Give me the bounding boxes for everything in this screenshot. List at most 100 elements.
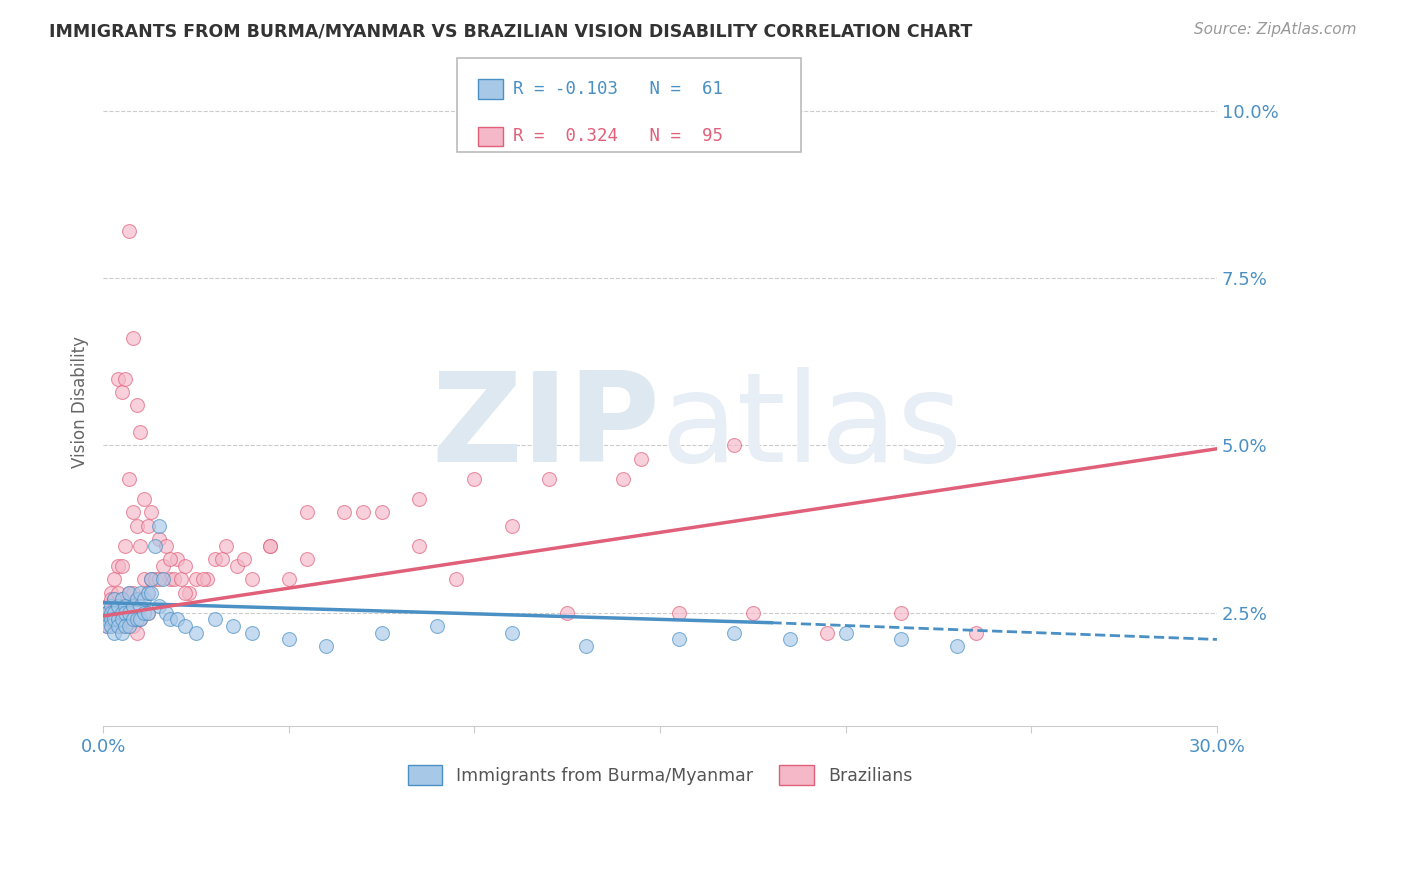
- Point: [96, 619, 118, 633]
- Text: IMMIGRANTS FROM BURMA/MYANMAR VS BRAZILIAN VISION DISABILITY CORRELATION CHART: IMMIGRANTS FROM BURMA/MYANMAR VS BRAZILI…: [49, 22, 973, 40]
- Point: [779, 632, 801, 647]
- Point: [118, 606, 141, 620]
- Point: [132, 606, 155, 620]
- Point: [100, 585, 122, 599]
- Point: [148, 532, 170, 546]
- Point: [129, 539, 152, 553]
- Point: [107, 619, 129, 633]
- Point: [297, 552, 319, 566]
- Point: [315, 639, 337, 653]
- Point: [100, 619, 122, 633]
- Point: [148, 572, 170, 586]
- Point: [143, 539, 166, 553]
- Point: [111, 592, 134, 607]
- Point: [100, 612, 122, 626]
- Point: [114, 599, 136, 613]
- Point: [125, 592, 148, 607]
- Point: [159, 612, 181, 626]
- Point: [815, 625, 838, 640]
- Point: [107, 612, 129, 626]
- Point: [111, 625, 134, 640]
- Point: [148, 518, 170, 533]
- Point: [163, 572, 186, 586]
- Point: [240, 572, 263, 586]
- Point: [259, 539, 281, 553]
- Point: [96, 599, 118, 613]
- Point: [100, 592, 122, 607]
- Point: [184, 625, 207, 640]
- Point: [277, 632, 299, 647]
- Point: [723, 438, 745, 452]
- Point: [114, 619, 136, 633]
- Point: [159, 552, 181, 566]
- Point: [100, 599, 122, 613]
- Point: [100, 606, 122, 620]
- Point: [111, 606, 134, 620]
- Point: [195, 572, 218, 586]
- Point: [297, 505, 319, 519]
- Point: [121, 612, 143, 626]
- Point: [114, 371, 136, 385]
- Point: [125, 518, 148, 533]
- Point: [121, 331, 143, 345]
- Point: [277, 572, 299, 586]
- Point: [225, 558, 247, 573]
- Point: [136, 606, 159, 620]
- Point: [148, 599, 170, 613]
- Point: [630, 451, 652, 466]
- Point: [107, 606, 129, 620]
- Point: [184, 572, 207, 586]
- Point: [155, 606, 177, 620]
- Point: [100, 619, 122, 633]
- Point: [890, 606, 912, 620]
- Point: [103, 592, 125, 607]
- Point: [121, 505, 143, 519]
- Point: [136, 606, 159, 620]
- Point: [103, 606, 125, 620]
- Point: [214, 539, 236, 553]
- Y-axis label: Vision Disability: Vision Disability: [72, 336, 89, 468]
- Point: [204, 612, 226, 626]
- Point: [204, 552, 226, 566]
- Point: [233, 552, 256, 566]
- Point: [159, 572, 181, 586]
- Point: [129, 612, 152, 626]
- Point: [141, 572, 163, 586]
- Text: ZIP: ZIP: [432, 368, 659, 489]
- Point: [173, 619, 195, 633]
- Point: [575, 639, 598, 653]
- Point: [107, 558, 129, 573]
- Point: [723, 625, 745, 640]
- Point: [129, 585, 152, 599]
- Point: [132, 491, 155, 506]
- Point: [129, 599, 152, 613]
- Point: [501, 518, 523, 533]
- Point: [111, 384, 134, 399]
- Point: [259, 539, 281, 553]
- Point: [103, 606, 125, 620]
- Point: [333, 505, 356, 519]
- Point: [96, 606, 118, 620]
- Point: [537, 472, 560, 486]
- Point: [107, 585, 129, 599]
- Point: [426, 619, 449, 633]
- Point: [129, 612, 152, 626]
- Point: [166, 552, 188, 566]
- Point: [240, 625, 263, 640]
- Point: [136, 585, 159, 599]
- Point: [222, 619, 245, 633]
- Point: [193, 572, 215, 586]
- Point: [103, 625, 125, 640]
- Point: [668, 632, 690, 647]
- Point: [100, 606, 122, 620]
- Point: [96, 606, 118, 620]
- Point: [114, 606, 136, 620]
- Point: [118, 585, 141, 599]
- Point: [111, 612, 134, 626]
- Point: [118, 224, 141, 238]
- Point: [111, 592, 134, 607]
- Point: [370, 505, 392, 519]
- Point: [170, 572, 193, 586]
- Point: [155, 539, 177, 553]
- Point: [463, 472, 485, 486]
